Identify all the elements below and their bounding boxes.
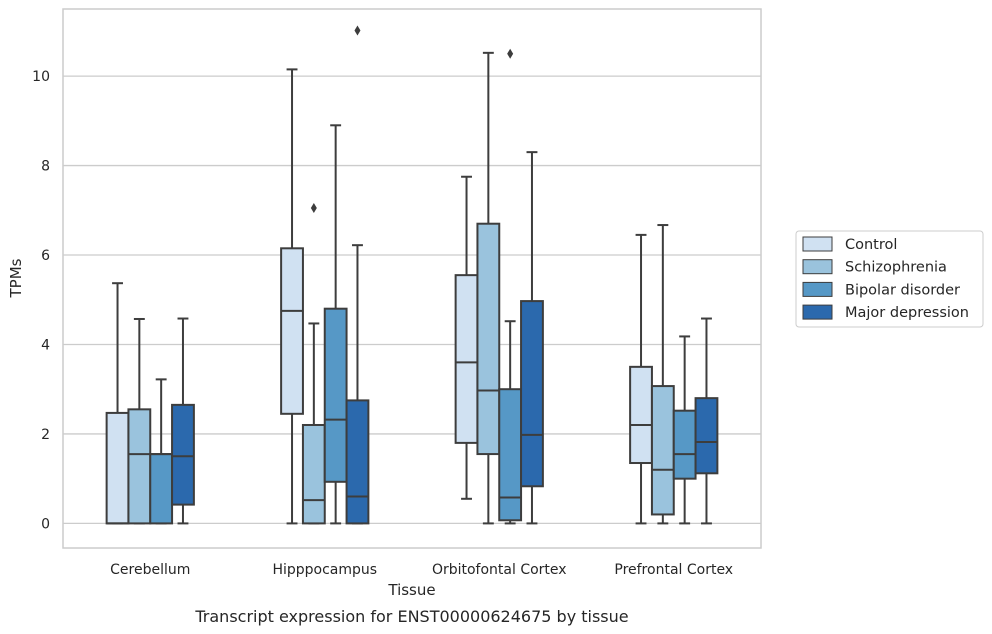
box <box>127 317 152 525</box>
legend-swatch <box>802 236 833 252</box>
legend-swatch <box>802 281 833 297</box>
y-tick-label: 6 <box>41 248 50 264</box>
box <box>650 224 675 525</box>
box-body <box>476 222 501 456</box>
box <box>171 317 195 525</box>
outlier-point <box>354 25 361 36</box>
y-tick-label: 8 <box>41 159 50 175</box>
outlier-point <box>310 203 317 214</box>
y-tick-label: 4 <box>41 337 50 353</box>
box <box>520 151 544 525</box>
box-body <box>127 408 152 525</box>
box <box>476 51 501 525</box>
box-body <box>454 274 479 444</box>
outlier-point <box>507 48 514 59</box>
box-series <box>105 25 719 525</box>
legend: Control Schizophrenia Bipolar disorder Majo… <box>795 230 984 328</box>
legend-swatch <box>802 304 833 320</box>
y-tick-label: 2 <box>41 427 50 443</box>
box-body <box>280 247 304 415</box>
box-body <box>650 385 675 516</box>
box <box>149 378 174 525</box>
box <box>301 203 326 525</box>
box-body <box>672 409 697 480</box>
box-body <box>171 403 195 506</box>
x-axis-title: Tissue <box>387 581 435 599</box>
box-body <box>498 388 523 522</box>
box <box>105 282 130 525</box>
box-body <box>323 307 348 483</box>
box-body <box>301 423 326 525</box>
legend-label: Bipolar disorder <box>845 282 960 298</box>
x-tick-label: Cerebellum <box>110 562 190 578</box>
box <box>454 175 479 500</box>
legend-label: Schizophrenia <box>845 260 947 276</box>
y-tick-label: 10 <box>32 69 50 85</box>
box <box>280 68 304 525</box>
y-axis-title: TPMs <box>7 258 25 298</box>
box <box>694 317 719 525</box>
y-tick-labels: 0 2 4 6 8 10 <box>32 69 50 532</box>
chart-caption: Transcript expression for ENST0000062467… <box>194 607 628 626</box>
x-tick-labels: Cerebellum Hipppocampus Orbitofontal Corte… <box>110 562 733 578</box>
box <box>498 48 523 525</box>
legend-label: Major depression <box>845 305 969 321</box>
legend-label: Control <box>845 237 897 253</box>
box-body <box>520 300 544 488</box>
box <box>345 25 370 525</box>
box <box>323 124 348 525</box>
box <box>629 233 653 525</box>
box-body <box>149 453 174 525</box>
y-tick-label: 0 <box>41 516 50 532</box>
x-tick-label: Prefrontal Cortex <box>614 562 733 578</box>
box-body <box>345 399 370 525</box>
box <box>672 335 697 525</box>
x-tick-label: Orbitofontal Cortex <box>432 562 567 578</box>
box-body <box>105 411 130 525</box>
legend-frame <box>795 230 984 328</box>
box-body <box>629 365 653 465</box>
box-body <box>694 397 719 475</box>
legend-swatch <box>802 259 833 275</box>
x-tick-label: Hipppocampus <box>272 562 377 578</box>
plot-frame <box>62 8 762 549</box>
